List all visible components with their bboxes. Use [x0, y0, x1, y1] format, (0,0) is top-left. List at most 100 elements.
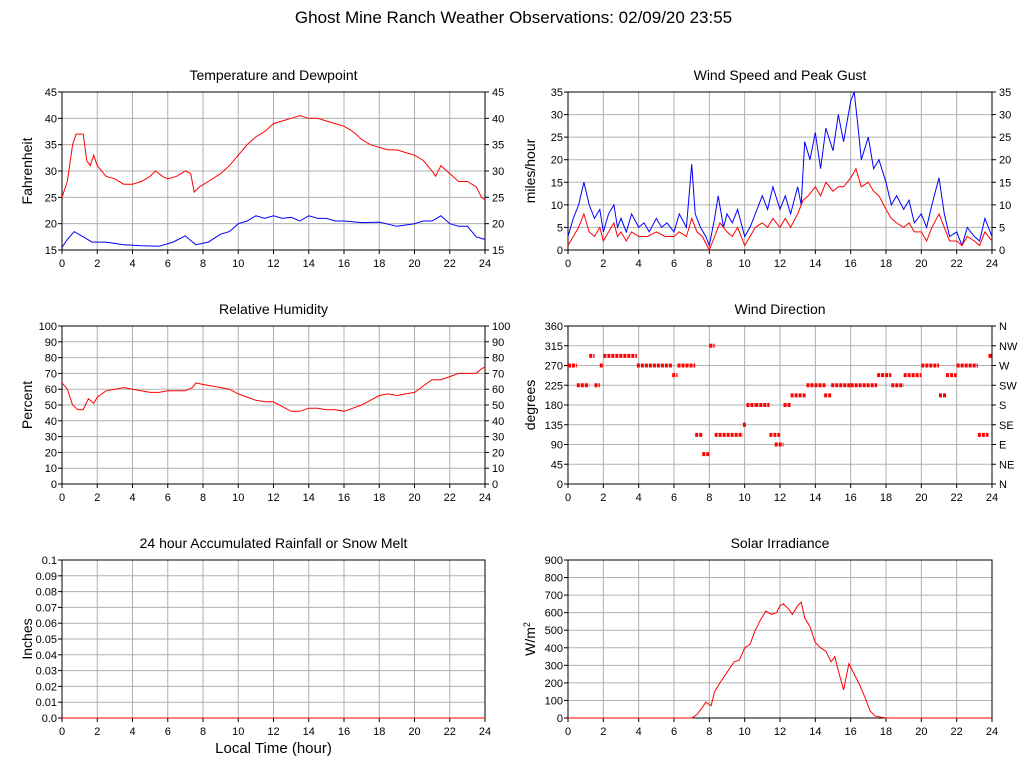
- y-tick-label: 800: [545, 573, 563, 585]
- x-tick-label: 12: [774, 492, 786, 504]
- x-tick-label: 10: [232, 726, 244, 738]
- y-tick-label: 30: [551, 110, 563, 122]
- x-tick-label: 10: [739, 492, 751, 504]
- x-tick-label: 6: [165, 492, 171, 504]
- y-tick-label: 40: [45, 113, 57, 125]
- y-axis-label-superscript: 2: [522, 622, 532, 627]
- x-tick-label: 16: [845, 726, 857, 738]
- x-tick-label: 12: [267, 258, 279, 270]
- y-tick-label-right: 15: [492, 245, 504, 257]
- x-tick-label: 8: [200, 258, 206, 270]
- x-tick-label: 2: [600, 258, 606, 270]
- y-axis-label: Percent: [19, 381, 35, 429]
- y-tick-label-right: 35: [999, 87, 1011, 99]
- chart-title: Wind Speed and Peak Gust: [694, 67, 867, 83]
- series-line: [61, 215, 486, 248]
- x-tick-label: 8: [706, 492, 712, 504]
- y-axis-label: W/m2: [522, 622, 538, 656]
- x-tick-label: 22: [951, 492, 963, 504]
- x-tick-label: 10: [232, 258, 244, 270]
- y-tick-label: 0.07: [36, 602, 57, 614]
- y-tick-label-right: 10: [492, 463, 504, 475]
- y-tick-label: 180: [545, 400, 563, 412]
- x-tick-label: 18: [880, 726, 892, 738]
- y-tick-label: 270: [545, 361, 563, 373]
- x-tick-label: 24: [986, 492, 998, 504]
- x-tick-label: 16: [845, 492, 857, 504]
- x-tick-label: 20: [408, 726, 420, 738]
- y-tick-label: 500: [545, 625, 563, 637]
- y-axis-label: miles/hour: [522, 138, 538, 203]
- x-tick-label: 16: [845, 258, 857, 270]
- x-tick-label: 14: [303, 726, 315, 738]
- x-tick-label: 10: [739, 726, 751, 738]
- y-tick-label-right: N: [999, 479, 1007, 491]
- y-tick-label: 225: [545, 380, 563, 392]
- x-tick-label: 2: [94, 726, 100, 738]
- y-tick-label-right: NW: [999, 341, 1018, 353]
- x-tick-label: 24: [986, 726, 998, 738]
- y-tick-label-right: 90: [492, 337, 504, 349]
- x-tick-label: 20: [915, 726, 927, 738]
- x-tick-label: 2: [600, 492, 606, 504]
- y-tick-label-right: 20: [492, 219, 504, 231]
- y-tick-label: 35: [45, 140, 57, 152]
- x-tick-label: 12: [267, 726, 279, 738]
- y-tick-label-right: 100: [492, 321, 510, 333]
- y-tick-label: 50: [45, 400, 57, 412]
- x-tick-label: 24: [986, 258, 998, 270]
- x-tick-label: 18: [373, 258, 385, 270]
- y-tick-label: 0.02: [36, 681, 57, 693]
- y-tick-label: 15: [551, 177, 563, 189]
- y-tick-label: 0.09: [36, 571, 57, 583]
- y-tick-label-right: SE: [999, 420, 1014, 432]
- y-tick-label-right: 25: [492, 192, 504, 204]
- x-tick-label: 0: [565, 492, 571, 504]
- y-tick-label: 40: [45, 416, 57, 428]
- y-tick-label: 80: [45, 353, 57, 365]
- x-tick-label: 12: [774, 726, 786, 738]
- x-tick-label: 10: [232, 492, 244, 504]
- x-tick-label: 24: [479, 258, 491, 270]
- y-tick-label-right: E: [999, 440, 1006, 452]
- chart-title: Solar Irradiance: [731, 535, 830, 551]
- y-tick-label: 100: [39, 321, 57, 333]
- x-tick-label: 22: [444, 258, 456, 270]
- y-tick-label: 45: [551, 459, 563, 471]
- y-tick-label: 0: [557, 713, 563, 725]
- x-tick-label: 22: [951, 726, 963, 738]
- chart-title: Relative Humidity: [219, 301, 328, 317]
- x-tick-label: 8: [706, 726, 712, 738]
- series-line: [568, 601, 992, 719]
- series-line: [61, 115, 486, 201]
- y-tick-label: 100: [545, 695, 563, 707]
- y-tick-label: 0.1: [42, 555, 57, 567]
- y-tick-label: 135: [545, 420, 563, 432]
- x-tick-label: 4: [636, 258, 642, 270]
- y-tick-label-right: N: [999, 321, 1007, 333]
- x-tick-label: 6: [671, 492, 677, 504]
- y-tick-label: 60: [45, 384, 57, 396]
- y-tick-label: 15: [45, 245, 57, 257]
- y-tick-label-right: 10: [999, 200, 1011, 212]
- x-tick-label: 2: [94, 492, 100, 504]
- y-tick-label-right: SW: [999, 380, 1017, 392]
- y-tick-label: 200: [545, 678, 563, 690]
- y-tick-label-right: 20: [492, 447, 504, 459]
- y-tick-label-right: 50: [492, 400, 504, 412]
- y-tick-label: 25: [45, 192, 57, 204]
- x-tick-label: 0: [565, 726, 571, 738]
- y-tick-label-right: 60: [492, 384, 504, 396]
- y-tick-label-right: 30: [492, 432, 504, 444]
- y-axis-label: Inches: [19, 618, 35, 659]
- y-tick-label: 0.04: [36, 650, 57, 662]
- x-axis-label: Local Time (hour): [215, 740, 332, 757]
- y-tick-label-right: 20: [999, 155, 1011, 167]
- y-tick-label: 400: [545, 643, 563, 655]
- y-tick-label-right: W: [999, 361, 1010, 373]
- chart-rain: 24 hour Accumulated Rainfall or Snow Mel…: [19, 535, 491, 738]
